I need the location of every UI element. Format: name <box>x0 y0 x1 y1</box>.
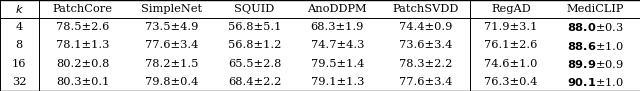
Text: 68.3±1.9: 68.3±1.9 <box>310 22 364 32</box>
Text: $\mathbf{90.1}{\pm}$1.0: $\mathbf{90.1}{\pm}$1.0 <box>567 76 624 88</box>
Text: 8: 8 <box>15 40 23 51</box>
Text: 76.3±0.4: 76.3±0.4 <box>484 77 538 87</box>
Text: 16: 16 <box>12 59 26 69</box>
Text: PatchSVDD: PatchSVDD <box>393 4 460 14</box>
Text: $\mathbf{89.9}{\pm}$0.9: $\mathbf{89.9}{\pm}$0.9 <box>567 58 624 70</box>
Text: 65.5±2.8: 65.5±2.8 <box>228 59 281 69</box>
Text: 56.8±5.1: 56.8±5.1 <box>228 22 281 32</box>
Text: 77.6±3.4: 77.6±3.4 <box>145 40 198 51</box>
Text: 80.3±0.1: 80.3±0.1 <box>56 77 109 87</box>
Text: 77.6±3.4: 77.6±3.4 <box>399 77 452 87</box>
Text: MediCLIP: MediCLIP <box>567 4 625 14</box>
Text: SQUID: SQUID <box>234 4 275 14</box>
Text: 74.4±0.9: 74.4±0.9 <box>399 22 452 32</box>
Text: 56.8±1.2: 56.8±1.2 <box>228 40 281 51</box>
Text: 71.9±3.1: 71.9±3.1 <box>484 22 538 32</box>
Text: 74.6±1.0: 74.6±1.0 <box>484 59 538 69</box>
Text: $\mathbf{88.0}{\pm}$0.3: $\mathbf{88.0}{\pm}$0.3 <box>567 21 624 33</box>
Text: 79.8±0.4: 79.8±0.4 <box>145 77 198 87</box>
Text: 74.7±4.3: 74.7±4.3 <box>310 40 364 51</box>
Text: 80.2±0.8: 80.2±0.8 <box>56 59 109 69</box>
Text: PatchCore: PatchCore <box>53 4 113 14</box>
Text: AnoDDPM: AnoDDPM <box>308 4 367 14</box>
Text: $\mathbf{88.6}{\pm}$1.0: $\mathbf{88.6}{\pm}$1.0 <box>567 39 624 52</box>
Text: 78.2±1.5: 78.2±1.5 <box>145 59 198 69</box>
Text: 78.5±2.6: 78.5±2.6 <box>56 22 109 32</box>
Text: 32: 32 <box>12 77 26 87</box>
Text: 79.5±1.4: 79.5±1.4 <box>310 59 364 69</box>
Text: 78.1±1.3: 78.1±1.3 <box>56 40 109 51</box>
Text: 79.1±1.3: 79.1±1.3 <box>310 77 364 87</box>
Text: SimpleNet: SimpleNet <box>141 4 202 14</box>
Text: 76.1±2.6: 76.1±2.6 <box>484 40 538 51</box>
Text: 73.6±3.4: 73.6±3.4 <box>399 40 452 51</box>
Text: 68.4±2.2: 68.4±2.2 <box>228 77 281 87</box>
Text: 4: 4 <box>15 22 23 32</box>
Text: $k$: $k$ <box>15 3 24 15</box>
Text: 78.3±2.2: 78.3±2.2 <box>399 59 452 69</box>
Text: RegAD: RegAD <box>491 4 531 14</box>
Text: 73.5±4.9: 73.5±4.9 <box>145 22 198 32</box>
